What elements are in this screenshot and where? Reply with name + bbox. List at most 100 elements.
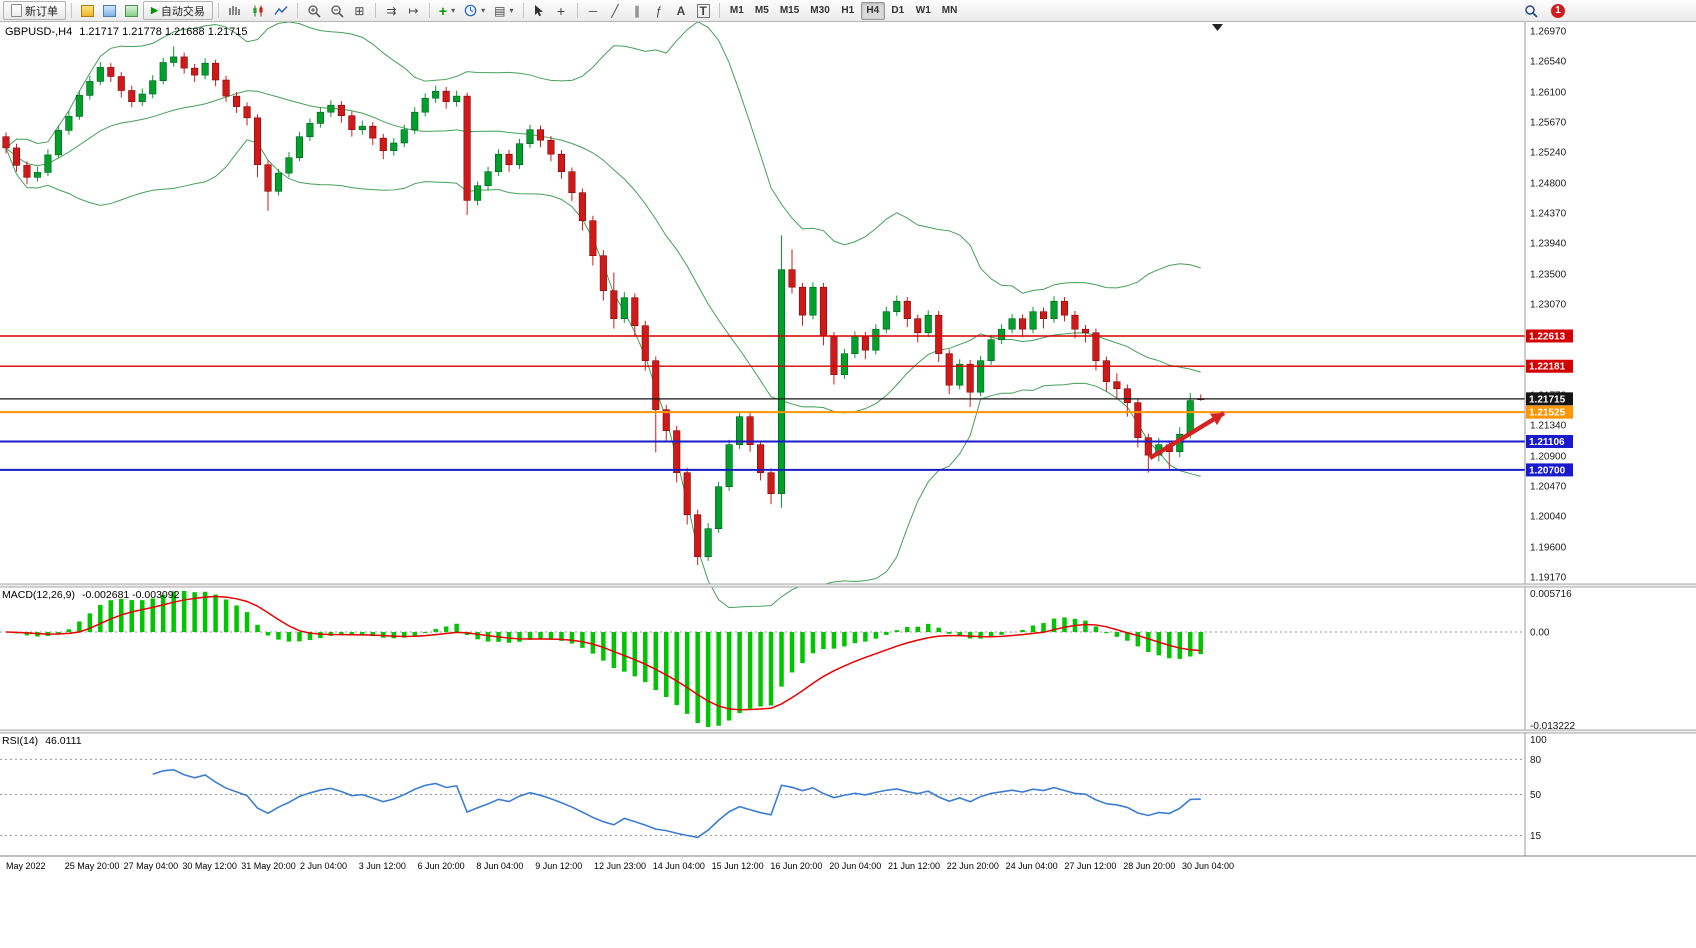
timeframe-h1-button[interactable]: H1 xyxy=(841,5,855,16)
zoom-out-icon xyxy=(331,4,344,18)
time-axis-label: 12 Jun 23:00 xyxy=(594,861,646,871)
panel-splitter[interactable] xyxy=(0,730,1696,733)
svg-text:1.21106: 1.21106 xyxy=(1529,437,1565,448)
horizontal-line-icon: ─ xyxy=(588,3,598,18)
notification-badge[interactable]: 1 xyxy=(1551,3,1565,18)
macd-axis-min: -0.013222 xyxy=(1530,721,1575,732)
new-order-label: 新订单 xyxy=(25,5,58,18)
market-watch-button[interactable] xyxy=(77,1,98,20)
text-label-button[interactable]: T xyxy=(693,1,714,20)
bollinger-lower-band xyxy=(5,139,1201,609)
price-axis-label: 1.23940 xyxy=(1530,239,1567,250)
tile-windows-icon: ⊞ xyxy=(354,3,365,18)
zoom-in-button[interactable] xyxy=(303,1,325,20)
ohlc-values: 1.21717 1.21778 1.21688 1.21715 xyxy=(79,26,248,38)
svg-text:1.20700: 1.20700 xyxy=(1529,465,1566,476)
bollinger-bands xyxy=(5,21,1201,609)
fibonacci-icon: ƒ xyxy=(655,3,663,18)
trendline-button[interactable]: ╱ xyxy=(605,1,626,20)
fibonacci-button[interactable]: ƒ xyxy=(649,1,670,20)
search-icon xyxy=(1525,4,1538,18)
new-order-button[interactable]: 新订单 xyxy=(3,1,66,20)
toolbar-separator xyxy=(296,3,298,18)
price-axis-label: 1.26100 xyxy=(1530,87,1567,98)
indicators-plus-icon: + xyxy=(438,2,448,19)
time-axis-label: 27 Jun 12:00 xyxy=(1064,861,1116,871)
line-chart-icon xyxy=(274,5,288,15)
toolbar-separator xyxy=(576,3,578,18)
price-axis-label: 1.25670 xyxy=(1530,118,1567,129)
rsi-axis-label: 50 xyxy=(1530,790,1542,801)
timeframe-m15-button[interactable]: M15 xyxy=(779,5,800,16)
toolbar-separator xyxy=(217,3,219,18)
text-button[interactable]: A xyxy=(671,1,692,20)
price-tag-1.20700 xyxy=(1526,463,1573,477)
price-tag-1.21106 xyxy=(1526,434,1573,448)
time-axis-label: 15 Jun 12:00 xyxy=(712,861,764,871)
auto-scroll-button[interactable]: ⇉ xyxy=(381,1,402,20)
toolbar-separator xyxy=(71,3,72,18)
autotrading-button[interactable]: ▶ 自动交易 xyxy=(143,1,213,20)
chevron-down-icon: ▾ xyxy=(451,6,456,15)
price-axis-label: 1.20040 xyxy=(1530,512,1567,523)
timeframe-m30-button[interactable]: M30 xyxy=(810,5,830,16)
timeframe-h4-button[interactable]: H4 xyxy=(860,1,885,20)
timeframe-m5-button[interactable]: M5 xyxy=(754,5,769,16)
timeframe-mn-button[interactable]: MN xyxy=(941,5,958,16)
price-axis-label: 1.26540 xyxy=(1530,57,1567,68)
autotrading-play-icon: ▶ xyxy=(151,5,158,15)
price-axis-label: 1.20470 xyxy=(1530,482,1567,493)
cursor-icon xyxy=(535,5,543,17)
zoom-out-button[interactable] xyxy=(326,1,348,20)
rsi-axis-label: 15 xyxy=(1530,831,1542,842)
line-chart-button[interactable] xyxy=(270,1,292,20)
tile-windows-button[interactable]: ⊞ xyxy=(349,1,370,20)
horizontal-lines xyxy=(0,335,1525,471)
text-icon: A xyxy=(676,3,686,18)
timeframe-m1-button[interactable]: M1 xyxy=(729,5,744,16)
rsi-axis-label: 80 xyxy=(1530,755,1542,766)
macd-header: MACD(12,26,9) -0.002681 -0.003092 xyxy=(2,589,179,601)
chart-shift-button[interactable]: ↦ xyxy=(403,1,424,20)
rsi-value: 46.0111 xyxy=(45,735,82,747)
trend-arrow[interactable] xyxy=(1148,411,1226,460)
time-axis-label: 28 Jun 20:00 xyxy=(1123,861,1175,871)
cursor-button[interactable] xyxy=(529,1,550,20)
periods-button[interactable]: ▾ xyxy=(460,1,489,20)
time-axis-label: 6 Jun 20:00 xyxy=(418,861,465,871)
text-label-icon: T xyxy=(696,3,710,18)
data-window-button[interactable] xyxy=(99,1,120,20)
price-axis-label: 1.24800 xyxy=(1530,178,1567,189)
templates-button[interactable]: ▤ ▾ xyxy=(490,1,517,20)
svg-text:1.22181: 1.22181 xyxy=(1529,362,1566,373)
time-axis-label: 16 Jun 20:00 xyxy=(770,861,822,871)
navigator-button[interactable] xyxy=(121,1,142,20)
trend-arrow-head xyxy=(1210,413,1224,426)
channel-icon: ∥ xyxy=(634,3,640,18)
symbol-label: GBPUSD-,H4 xyxy=(5,26,73,38)
time-axis-label: 3 Jun 12:00 xyxy=(359,861,406,871)
indicators-button[interactable]: + ▾ xyxy=(435,1,459,20)
bar-chart-button[interactable] xyxy=(224,1,246,20)
macd-axis-zero: 0.00 xyxy=(1530,628,1550,639)
bar-chart-icon xyxy=(229,5,240,15)
time-axis-label: 2 Jun 04:00 xyxy=(300,861,347,871)
timeframe-w1-button[interactable]: W1 xyxy=(915,5,931,16)
timeframe-d1-button[interactable]: D1 xyxy=(891,5,905,16)
candlestick-button[interactable] xyxy=(247,1,269,20)
search-button[interactable] xyxy=(1520,1,1542,20)
price-axis-label: 1.19600 xyxy=(1530,542,1567,553)
time-axis-label: 27 May 04:00 xyxy=(124,861,179,871)
bollinger-upper-band xyxy=(5,21,1201,294)
price-tag-1.22181 xyxy=(1526,359,1573,373)
crosshair-button[interactable]: + xyxy=(551,1,572,20)
time-axis-label: 8 Jun 04:00 xyxy=(476,861,523,871)
panel-splitter[interactable] xyxy=(0,584,1696,587)
price-axis-label: 1.24370 xyxy=(1530,209,1567,220)
price-axis-label: 1.20900 xyxy=(1530,451,1567,462)
horizontal-line-button[interactable]: ─ xyxy=(583,1,604,20)
channel-button[interactable]: ∥ xyxy=(627,1,648,20)
toolbar-separator xyxy=(718,3,720,18)
price-axis-label: 1.21340 xyxy=(1530,421,1567,432)
